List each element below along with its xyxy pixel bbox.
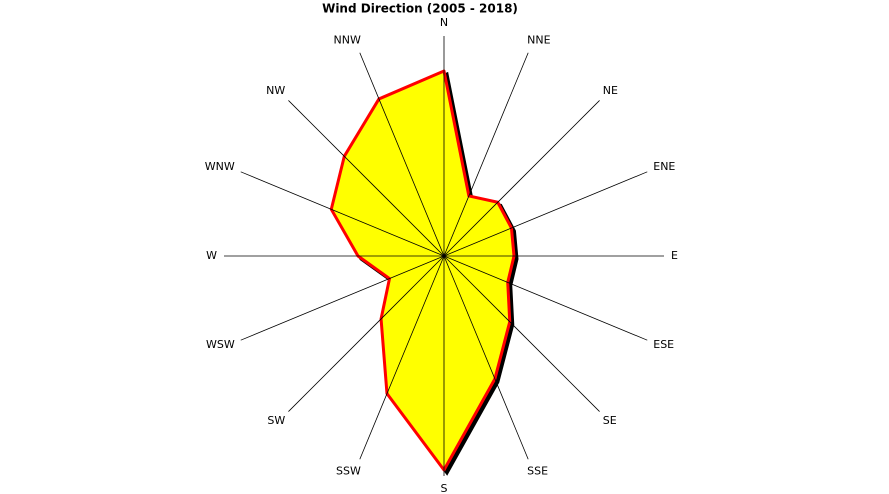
direction-label: SW: [267, 414, 285, 427]
direction-label: S: [441, 482, 448, 494]
direction-label: E: [671, 249, 678, 262]
spoke: [443, 255, 600, 412]
spoke: [443, 255, 529, 460]
spoke: [240, 255, 445, 341]
direction-label: W: [206, 249, 217, 262]
spoke: [443, 255, 648, 341]
spoke: [359, 52, 445, 257]
spoke: [288, 100, 445, 257]
spoke: [443, 171, 648, 257]
spoke: [288, 255, 445, 412]
direction-label: SSE: [527, 464, 548, 477]
chart-title: Wind Direction (2005 - 2018): [322, 2, 518, 16]
area: [329, 69, 516, 472]
direction-label: NNW: [333, 34, 360, 47]
direction-label: ENE: [653, 160, 675, 173]
direction-label: NW: [266, 84, 285, 97]
direction-label: ESE: [653, 338, 674, 351]
direction-label: SE: [603, 414, 617, 427]
spoke: [443, 52, 529, 257]
direction-label: N: [440, 16, 448, 29]
spoke: [443, 100, 600, 257]
spoke: [240, 171, 445, 257]
direction-label: WSW: [206, 338, 235, 351]
direction-label: SSW: [336, 464, 361, 477]
direction-label: WNW: [205, 160, 235, 173]
spoke: [359, 255, 445, 460]
direction-label: NE: [603, 84, 618, 97]
direction-label: NNE: [527, 34, 550, 47]
